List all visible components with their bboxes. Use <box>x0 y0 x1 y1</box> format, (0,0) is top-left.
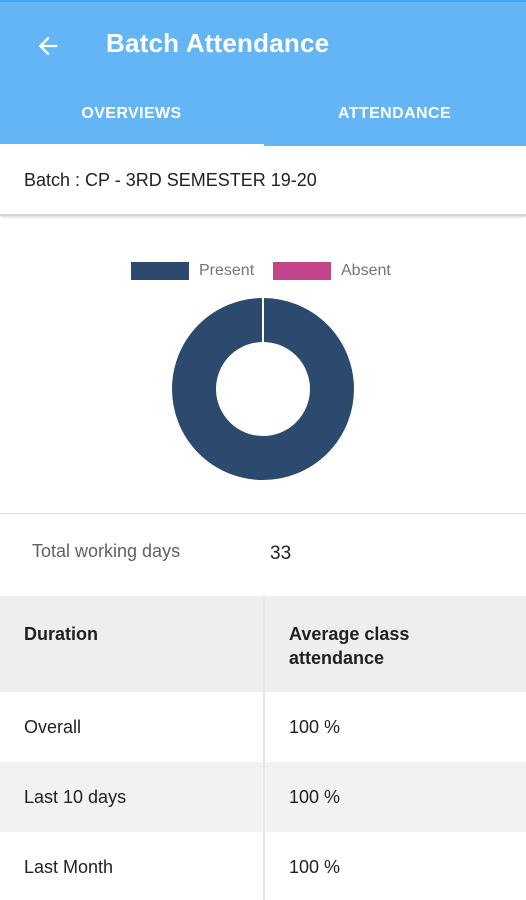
app-bar: Batch Attendance OVERVIEWS ATTENDANCE <box>0 0 526 148</box>
arrow-left-icon <box>38 36 58 56</box>
row-duration: Last Month <box>24 856 114 877</box>
header-average-attendance: Average class attendance <box>263 596 526 692</box>
table-row: Overall 100 % <box>0 692 526 762</box>
legend-label-present: Present <box>199 262 255 279</box>
table-row: Last 10 days 100 % <box>0 762 526 832</box>
working-days-row: Total working days 33 <box>0 515 526 595</box>
attendance-chart: Present Absent <box>0 218 526 514</box>
tab-attendance[interactable]: ATTENDANCE <box>337 105 452 122</box>
working-days-label: Total working days <box>32 541 181 561</box>
tab-bar: OVERVIEWS ATTENDANCE <box>0 86 526 148</box>
row-attendance: 100 % <box>263 832 526 900</box>
header-duration: Duration <box>24 624 98 644</box>
page-title: Batch Attendance <box>106 28 330 58</box>
donut-chart <box>172 297 354 480</box>
legend-item-absent[interactable]: Absent <box>273 262 391 280</box>
legend-swatch-absent <box>273 262 331 280</box>
legend-swatch-present <box>131 262 189 280</box>
tab-overviews[interactable]: OVERVIEWS <box>81 105 182 122</box>
legend-label-absent: Absent <box>341 262 391 279</box>
row-duration: Last 10 days <box>24 786 127 807</box>
chart-legend: Present Absent <box>0 262 526 284</box>
table-row: Last Month 100 % <box>0 832 526 900</box>
row-attendance: 100 % <box>263 692 526 762</box>
table-header-row: Duration Average class attendance <box>0 596 526 692</box>
row-duration: Overall <box>24 716 82 737</box>
working-days-value: 33 <box>270 543 292 564</box>
batch-label: Batch : CP - 3RD SEMESTER 19-20 <box>24 170 317 190</box>
legend-item-present[interactable]: Present <box>131 262 254 280</box>
batch-info: Batch : CP - 3RD SEMESTER 19-20 <box>0 146 526 216</box>
row-attendance: 100 % <box>263 762 526 832</box>
attendance-table: Duration Average class attendance Overal… <box>0 596 526 900</box>
back-button[interactable] <box>28 26 68 66</box>
